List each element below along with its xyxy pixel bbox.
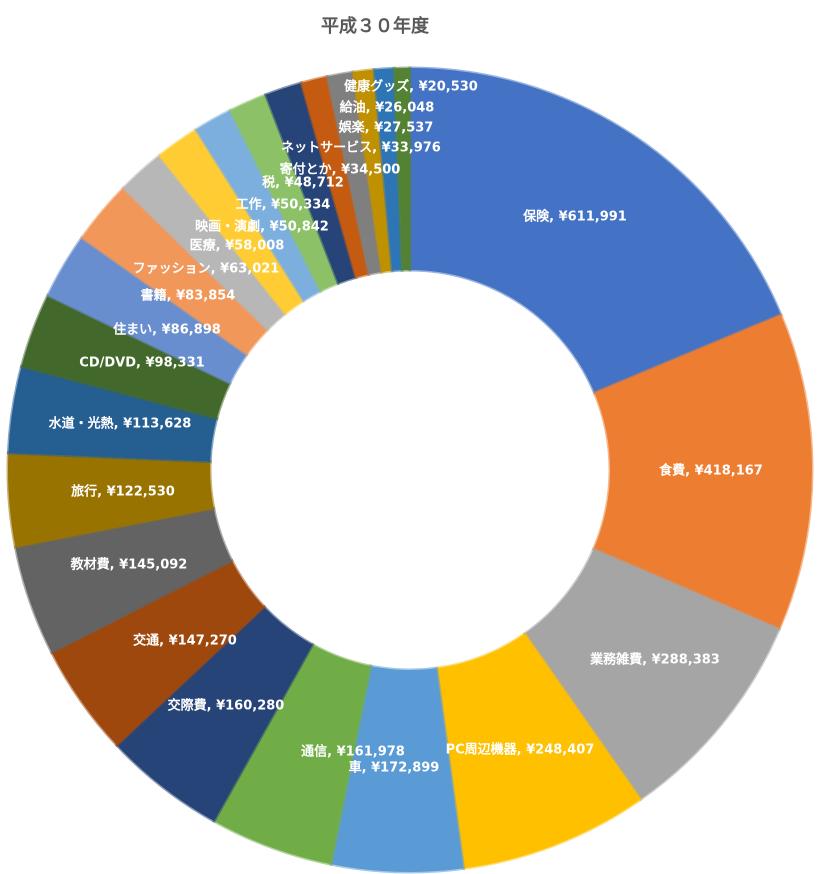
data-label-12: 住まい, ¥86,898: [113, 322, 221, 338]
slice-23: [392, 66, 412, 272]
data-label-22: 給油, ¥26,048: [340, 100, 435, 116]
data-label-7: 交通, ¥147,270: [133, 633, 237, 649]
data-label-8: 教材費, ¥145,092: [70, 557, 188, 573]
slice-0: [408, 66, 783, 395]
data-label-13: 書籍, ¥83,854: [141, 288, 236, 304]
data-label-1: 食費, ¥418,167: [659, 463, 763, 479]
data-label-0: 保険, ¥611,991: [522, 209, 627, 225]
chart-title: 平成３０年度: [321, 16, 429, 37]
data-label-10: 水道・光熱, ¥113,628: [49, 416, 192, 432]
data-label-11: CD/DVD, ¥98,331: [79, 356, 204, 371]
data-label-18: 税, ¥48,712: [262, 175, 344, 191]
data-label-4: 車, ¥172,899: [349, 760, 440, 776]
slice-1: [591, 312, 814, 631]
data-label-15: 医療, ¥58,008: [190, 238, 285, 254]
data-label-6: 交際費, ¥160,280: [168, 698, 285, 714]
data-label-2: 業務雑費, ¥288,383: [589, 652, 720, 668]
data-label-5: 通信, ¥161,978: [301, 744, 405, 760]
data-label-16: 映画・演劇, ¥50,842: [195, 219, 329, 235]
data-label-23: 健康グッズ, ¥20,530: [344, 79, 478, 95]
data-label-21: 娯楽, ¥27,537: [339, 120, 434, 136]
data-label-17: 工作, ¥50,334: [236, 197, 331, 213]
data-label-9: 旅行, ¥122,530: [71, 484, 175, 500]
data-label-20: ネットサービス, ¥33,976: [281, 140, 441, 156]
data-label-3: PC周辺機器, ¥248,407: [446, 742, 595, 758]
data-label-19: 寄付とか, ¥34,500: [280, 162, 401, 178]
data-label-14: ファッション, ¥63,021: [133, 262, 280, 277]
